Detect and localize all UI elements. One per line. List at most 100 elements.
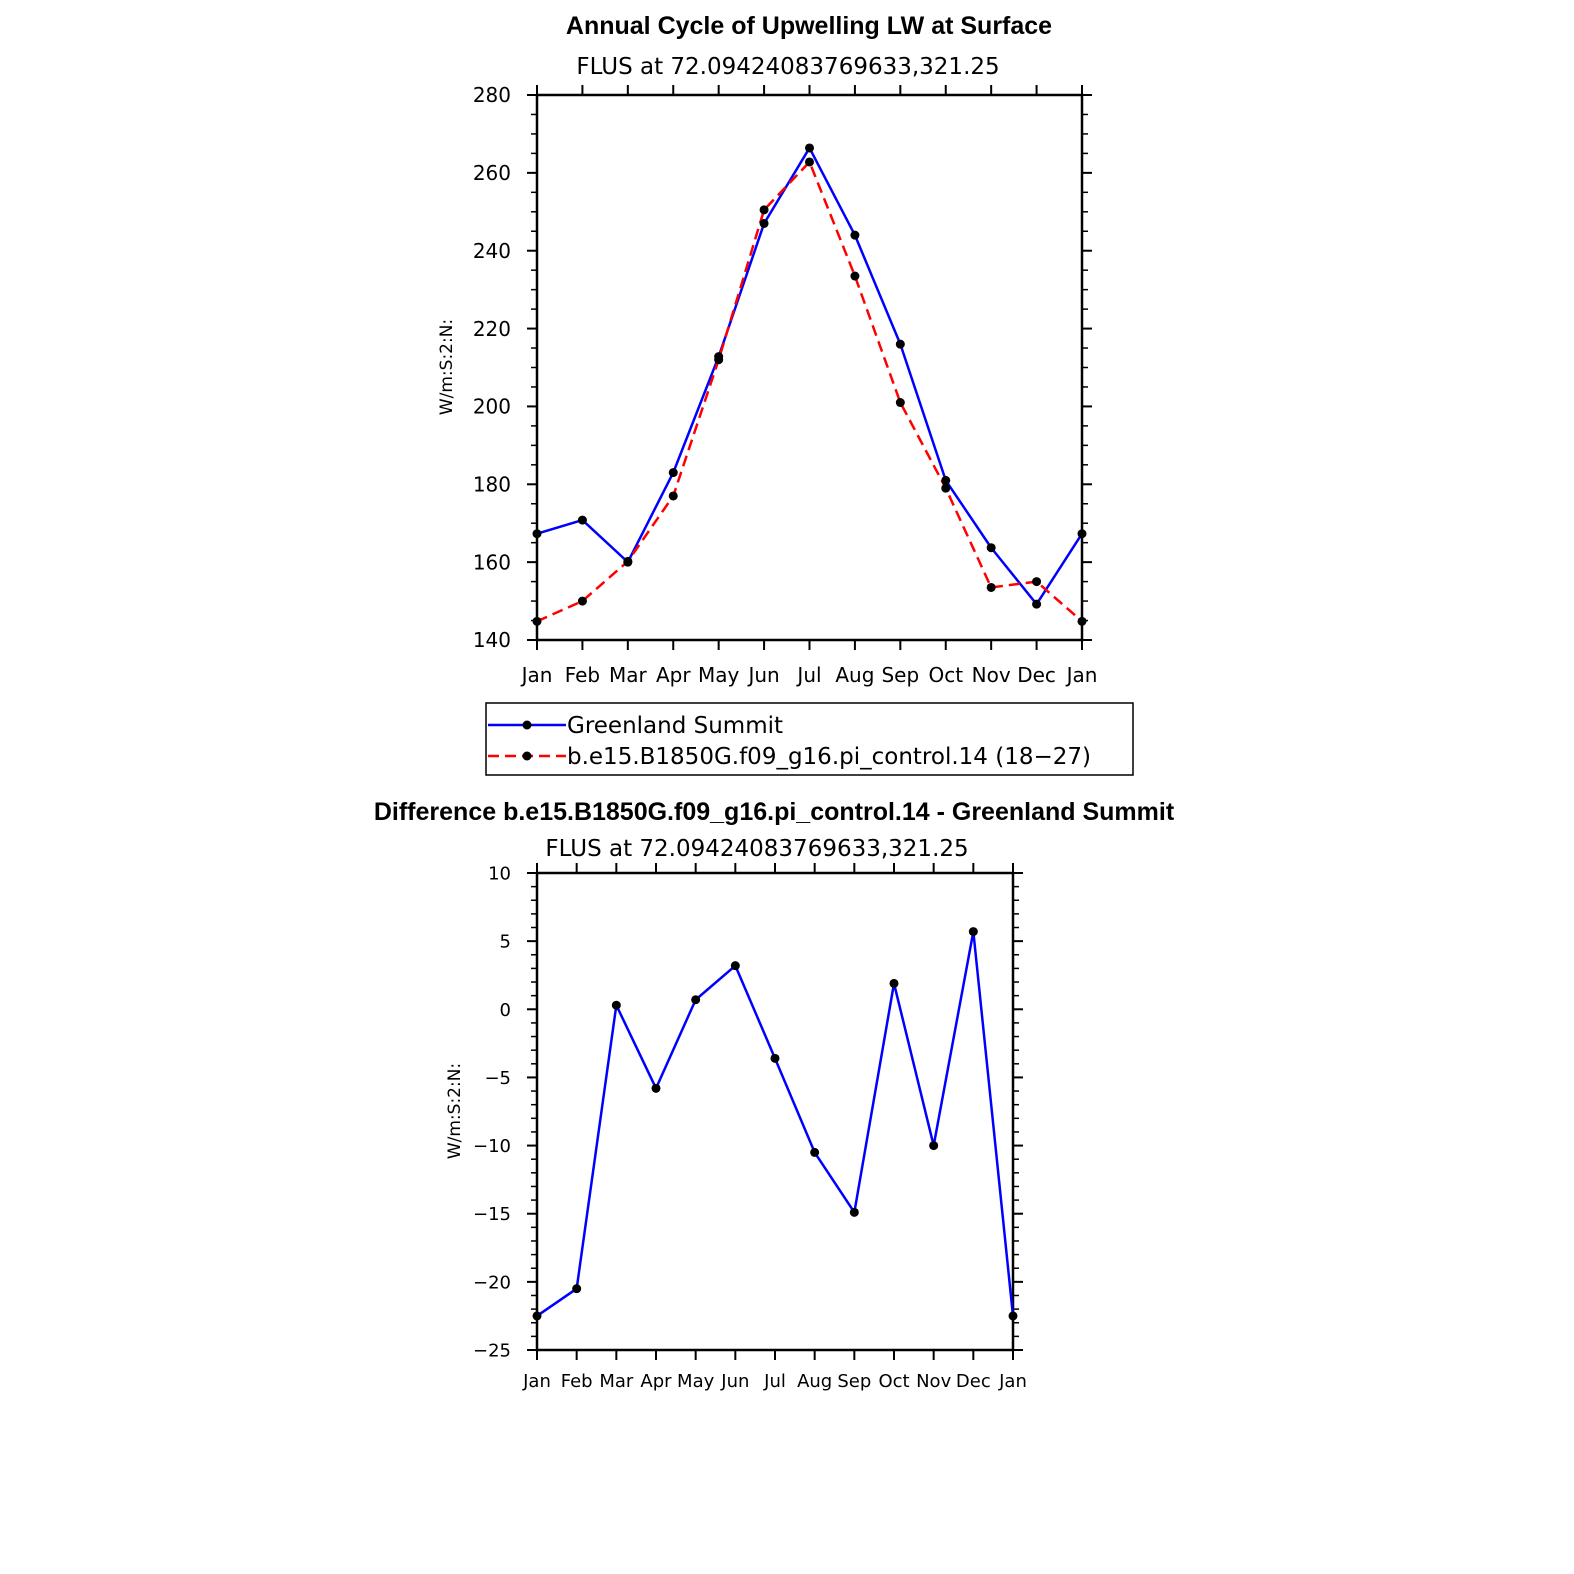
chart2-series-1-point: [810, 1147, 820, 1157]
chart1-y-tick-label: 260: [473, 161, 511, 185]
chart1-x-tick-label: Sep: [881, 663, 919, 687]
chart2-x-tick-label: Apr: [640, 1371, 672, 1392]
chart1-x-tick-label: Dec: [1017, 663, 1056, 687]
chart1-x-tick-label: Nov: [972, 663, 1011, 687]
chart1-series-2-point: [941, 483, 951, 493]
chart2-series-1-line: [536, 930, 1015, 1317]
chart1-series-2-point: [714, 355, 724, 365]
chart1-y-tick-label: 240: [473, 239, 511, 263]
chart1-series-2-point: [1032, 577, 1042, 587]
chart1-y-tick-label: 180: [473, 472, 511, 496]
chart1-title: Annual Cycle of Upwelling LW at Surface: [566, 12, 1052, 40]
chart1-x-tick-label: Oct: [928, 663, 963, 687]
chart2-series-1-point: [691, 995, 701, 1005]
chart2-series-1-point: [1008, 1311, 1018, 1321]
chart1-x-tick-label: Jun: [746, 663, 779, 687]
chart1-series-2-point: [1077, 616, 1087, 626]
chart2-series-1-point: [651, 1083, 661, 1093]
chart1-y-tick-label: 220: [473, 317, 511, 341]
chart1-x-tick-label: Apr: [656, 663, 691, 687]
chart1-x-tick-label: Jan: [1065, 663, 1098, 687]
chart2-x-tick-label: Aug: [797, 1371, 832, 1392]
chart1-series-1-point: [986, 543, 996, 553]
chart1-y-tick-label: 200: [473, 395, 511, 419]
chart2-series-1-point: [611, 1000, 621, 1010]
chart1-series-2-point: [532, 616, 542, 626]
chart1-series-1-point: [850, 230, 860, 240]
chart2-x-tick-label: Dec: [956, 1371, 991, 1392]
chart2-axes: Jan Feb Mar Apr May Jun Jul Aug Sep Oct Nov Dec Jan−…: [473, 863, 1027, 1392]
chart1-y-tick-label: 160: [473, 550, 511, 574]
chart2-x-tick-label: Mar: [599, 1371, 634, 1392]
chart2-y-axis-label: W/m:S:2:N:: [445, 1063, 465, 1159]
chart2-x-tick-label: Jun: [720, 1371, 749, 1392]
chart1-series-2-point: [805, 157, 814, 167]
chart1-plot-area: [532, 143, 1087, 626]
chart1-y-tick-label: 280: [473, 83, 511, 107]
chart2-y-tick-label: 5: [500, 932, 511, 953]
chart1-x-tick-label: Aug: [835, 663, 874, 687]
legend-marker-control: [522, 751, 532, 761]
chart1-series-1-point: [895, 339, 905, 349]
chart1-x-tick-label: Jul: [795, 663, 821, 687]
chart1-series-2-point: [895, 398, 905, 408]
chart1-series-2-point: [850, 271, 860, 281]
chart2-y-tick-label: −10: [473, 1136, 511, 1157]
chart2-x-tick-label: Feb: [561, 1371, 593, 1392]
legend-box: [485, 702, 1134, 776]
chart1-series-1-point: [532, 529, 542, 539]
chart2-x-tick-label: Jul: [763, 1371, 786, 1392]
chart2-y-tick-label: 10: [488, 863, 511, 884]
chart1-series-1-line: [536, 146, 1084, 606]
chart2-y-tick-label: −20: [473, 1272, 511, 1293]
chart2-series-1-point: [889, 978, 899, 988]
difference-chart: Difference b.e15.B1850G.f09_g16.pi_contr…: [374, 798, 1175, 1392]
chart2-subtitle: FLUS at 72.09424083769633,321.25: [545, 836, 968, 862]
legend-label-control: b.e15.B1850G.f09_g16.pi_control.14 (18−2…: [567, 744, 1091, 770]
chart1-x-tick-label: May: [698, 663, 740, 687]
chart1-axes: Jan Feb Mar Apr May Jun Jul Aug Sep Oct Nov Dec Jan 1…: [473, 83, 1098, 687]
chart2-x-tick-label: Oct: [878, 1371, 909, 1392]
chart1-series-1-point: [668, 468, 678, 478]
chart2-y-tick-label: −5: [484, 1068, 511, 1089]
legend-marker-greenland-summit: [522, 720, 532, 730]
chart2-series-1-point: [770, 1053, 780, 1063]
chart1-legend: Greenland Summit b.e15.B1850G.f09_g16.pi…: [485, 702, 1134, 776]
chart2-x-tick-label: Nov: [916, 1371, 951, 1392]
chart2-series-1-point: [730, 961, 740, 971]
chart1-series-1-point: [941, 475, 951, 485]
chart1-series-1-point: [805, 143, 814, 153]
chart2-series-1-point: [532, 1311, 542, 1321]
chart1-x-tick-label: Jan: [520, 663, 553, 687]
chart2-x-tick-label: May: [677, 1371, 715, 1392]
chart1-y-axis-label: W/m:S:2:N:: [437, 319, 457, 415]
chart2-y-tick-label: −15: [473, 1204, 511, 1225]
chart1-series-1-point: [1032, 599, 1042, 609]
chart1-y-tick-label: 140: [473, 628, 511, 652]
chart2-plot-area: [532, 927, 1018, 1321]
chart1-series-2-point: [668, 491, 678, 501]
chart2-series-1-point: [849, 1207, 859, 1217]
chart1-series-2-point: [623, 556, 633, 566]
chart1-series-2-point: [759, 205, 769, 215]
annual-cycle-chart: Annual Cycle of Upwelling LW at Surface …: [437, 12, 1134, 776]
chart2-x-tick-label: Sep: [837, 1371, 871, 1392]
chart1-series-2-point: [577, 596, 587, 606]
chart1-x-tick-label: Feb: [565, 663, 600, 687]
chart2-x-tick-label: Jan: [522, 1371, 551, 1392]
chart2-series-1-point: [929, 1141, 939, 1151]
chart2-y-tick-label: −25: [473, 1340, 511, 1361]
chart1-series-1-point: [577, 515, 587, 525]
chart2-y-tick-label: 0: [500, 1000, 511, 1021]
chart2-series-1-point: [572, 1284, 582, 1294]
chart1-series-2-point: [986, 582, 996, 592]
chart2-frame: [535, 871, 1015, 1352]
chart1-subtitle: FLUS at 72.09424083769633,321.25: [576, 54, 999, 80]
legend-label-greenland-summit: Greenland Summit: [567, 713, 783, 739]
chart1-series-1-point: [1077, 529, 1087, 539]
chart2-title: Difference b.e15.B1850G.f09_g16.pi_contr…: [374, 798, 1175, 826]
chart2-series-1-point: [968, 927, 978, 937]
chart1-x-tick-label: Mar: [609, 663, 648, 687]
chart1-series-1-point: [759, 218, 769, 228]
